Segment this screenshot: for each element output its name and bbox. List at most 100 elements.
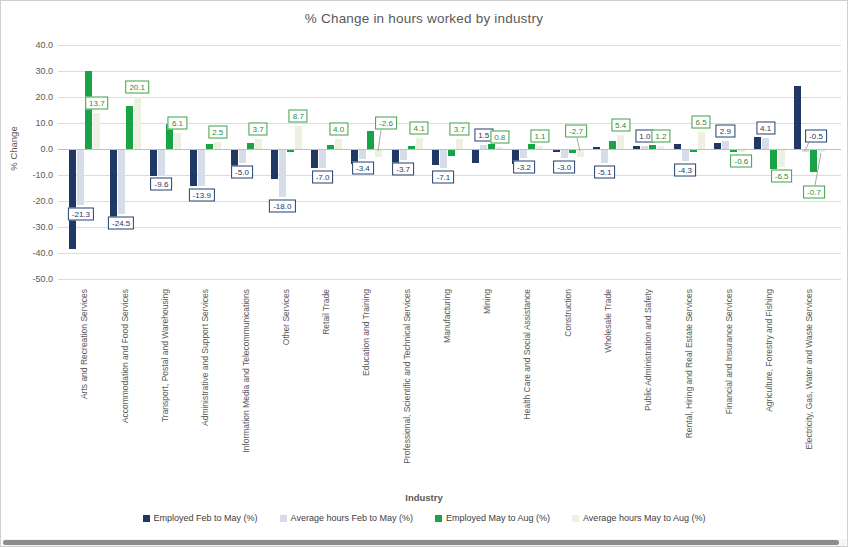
data-label-lightblue: -3.7 bbox=[392, 162, 414, 175]
data-label-lightblue: -3.2 bbox=[513, 161, 535, 174]
bar-green bbox=[206, 144, 213, 149]
legend-label: Employed May to Aug (%) bbox=[446, 513, 550, 523]
category-label: Financial and Insurance Services bbox=[724, 289, 734, 414]
bar-cream bbox=[416, 138, 423, 149]
bar-green bbox=[448, 150, 455, 156]
category-label: Accommodation and Food Services bbox=[120, 289, 130, 423]
bar-navy bbox=[553, 150, 560, 152]
bar-lightblue bbox=[641, 146, 648, 149]
data-label-cream: 8.7 bbox=[289, 110, 308, 123]
legend-swatch-navy bbox=[143, 515, 150, 522]
bar-lightblue bbox=[561, 150, 568, 158]
data-label-cream: 6.5 bbox=[692, 116, 711, 129]
bar-green bbox=[85, 71, 92, 149]
category-label: Education and Training bbox=[361, 289, 371, 376]
bar-navy bbox=[714, 143, 721, 149]
bar-lightblue bbox=[440, 150, 447, 168]
legend-swatch-lightblue bbox=[280, 515, 287, 522]
legend-item: Employed May to Aug (%) bbox=[435, 513, 550, 523]
bar-lightblue bbox=[722, 141, 729, 149]
chart-window: % Change in hours worked by industry % C… bbox=[0, 0, 848, 547]
bar-lightblue bbox=[480, 145, 487, 149]
y-tick-label: 30.0 bbox=[7, 66, 53, 76]
bar-navy bbox=[150, 150, 157, 176]
bar-cream bbox=[617, 135, 624, 149]
bar-lightblue bbox=[118, 150, 125, 214]
y-tick-label: -50.0 bbox=[7, 274, 53, 284]
data-label-cream: -2.7 bbox=[565, 125, 587, 138]
bar-green bbox=[287, 150, 294, 152]
bar-navy bbox=[593, 147, 600, 149]
bar-cream bbox=[738, 150, 745, 152]
category-label: Construction bbox=[563, 289, 573, 337]
category-label: Information Media and Telecommunications bbox=[241, 289, 251, 453]
bar-lightblue bbox=[158, 150, 165, 175]
horizontal-scrollbar-thumb[interactable] bbox=[3, 540, 839, 545]
data-label-cream: 4.0 bbox=[329, 122, 348, 135]
category-label: Other Services bbox=[281, 289, 291, 345]
category-label: Administrative and Support Services bbox=[200, 289, 210, 426]
bar-lightblue bbox=[601, 150, 608, 163]
bar-green bbox=[408, 146, 415, 149]
bar-cream bbox=[134, 97, 141, 149]
bar-lightblue bbox=[198, 150, 205, 186]
bar-green bbox=[810, 150, 817, 172]
bar-cream bbox=[818, 150, 825, 152]
data-label-lightblue: -18.0 bbox=[269, 199, 295, 212]
bar-green bbox=[649, 145, 656, 149]
data-label-lightblue: -0.5 bbox=[805, 130, 827, 143]
data-label-lightblue: -7.0 bbox=[312, 171, 334, 184]
category-label: Public Administration and Safety bbox=[643, 289, 653, 411]
bar-cream bbox=[93, 113, 100, 149]
gridline bbox=[58, 71, 841, 72]
bar-cream bbox=[698, 132, 705, 149]
gridline bbox=[58, 97, 841, 98]
bar-cream bbox=[456, 139, 463, 149]
data-label-lightblue: -5.0 bbox=[231, 166, 253, 179]
data-label-cream: -0.6 bbox=[730, 154, 752, 167]
bar-navy bbox=[472, 150, 479, 163]
data-label-cream: 3.7 bbox=[248, 123, 267, 136]
bar-green bbox=[367, 131, 374, 149]
y-tick-label: -10.0 bbox=[7, 170, 53, 180]
data-label-cream: 4.1 bbox=[410, 122, 429, 135]
bar-navy bbox=[69, 150, 76, 249]
legend: Employed Feb to May (%)Average hours Feb… bbox=[1, 513, 847, 523]
category-label: Transport, Postal and Warehousing bbox=[160, 289, 170, 422]
leader-line bbox=[378, 130, 381, 151]
data-label-cream: 13.7 bbox=[85, 97, 109, 110]
data-label-cream: 1.1 bbox=[530, 130, 549, 143]
bar-lightblue bbox=[319, 150, 326, 168]
data-label-cream: 3.7 bbox=[450, 123, 469, 136]
bar-green bbox=[528, 144, 535, 149]
data-label-lightblue: -9.6 bbox=[151, 178, 173, 191]
category-label: Rental, Hiring and Real Estate Services bbox=[684, 289, 694, 438]
bar-cream bbox=[536, 146, 543, 149]
data-label-cream: 1.2 bbox=[651, 129, 670, 142]
gridline bbox=[58, 253, 841, 254]
bar-lightblue bbox=[762, 138, 769, 149]
legend-label: Average hours May to Aug (%) bbox=[583, 513, 705, 523]
bar-navy bbox=[674, 144, 681, 149]
bar-navy bbox=[271, 150, 278, 179]
gridline bbox=[58, 227, 841, 228]
bar-cream bbox=[375, 150, 382, 157]
gridline bbox=[58, 279, 841, 280]
y-tick-label: 0.0 bbox=[7, 144, 53, 154]
legend-swatch-green bbox=[435, 515, 442, 522]
y-tick-label: 40.0 bbox=[7, 40, 53, 50]
bar-lightblue bbox=[279, 150, 286, 197]
data-label-lightblue: -4.3 bbox=[674, 164, 696, 177]
legend-item: Average hours Feb to May (%) bbox=[280, 513, 413, 523]
bar-lightblue bbox=[682, 150, 689, 161]
category-label: Arts and Recreation Services bbox=[79, 289, 89, 399]
data-label-cream: -0.7 bbox=[803, 186, 825, 199]
category-label: Professional, Scientific and Technical S… bbox=[402, 289, 412, 464]
bar-green bbox=[770, 150, 777, 169]
bar-lightblue bbox=[802, 150, 809, 152]
data-label-cream: 20.1 bbox=[125, 80, 149, 93]
data-label-cream: 0.8 bbox=[490, 130, 509, 143]
data-label-lightblue: -21.3 bbox=[68, 208, 94, 221]
gridline bbox=[58, 201, 841, 202]
category-label: Mining bbox=[482, 289, 492, 314]
